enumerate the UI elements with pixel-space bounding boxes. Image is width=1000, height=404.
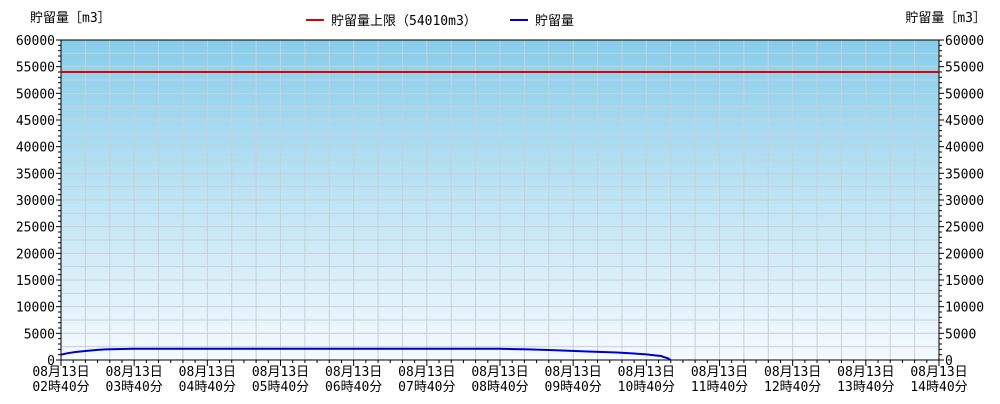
x-tick-label-time: 02時40分 (32, 380, 89, 395)
series-layer (60, 70, 939, 361)
y-tick-label-right: 30000 (945, 194, 984, 209)
y-tick-label-right: 10000 (945, 301, 984, 316)
plot-frame (60, 39, 940, 361)
y-tick-label-left: 25000 (16, 221, 55, 236)
x-tick-label-date: 08月13日 (545, 365, 602, 380)
y-tick-label-right: 35000 (945, 167, 984, 182)
y-axis-label-right: 貯留量［m3］ (905, 11, 986, 26)
y-axis-label-left: 貯留量［m3］ (30, 11, 111, 26)
y-tick-label-left: 0 (47, 354, 55, 369)
y-tick-label-right: 25000 (945, 221, 984, 236)
y-tick-label-left: 40000 (16, 141, 55, 156)
y-tick-label-left: 50000 (16, 87, 55, 102)
y-axis-right-ticks: 0 5000 10000 15000 20000 25000 30000 35000 40000… (945, 34, 984, 369)
x-tick-label-date: 08月13日 (398, 365, 455, 380)
series-storage-line (60, 347, 672, 361)
x-tick-label-time: 07時40分 (398, 380, 455, 395)
legend-label-limit: 貯留量上限（54010m3） (331, 14, 477, 29)
y-tick-label-left: 30000 (16, 194, 55, 209)
y-tick-label-left: 5000 (24, 327, 55, 342)
legend: 貯留量上限（54010m3） 貯留量 (306, 14, 574, 29)
x-tick-label-date: 08月13日 (252, 365, 309, 380)
y-tick-label-left: 45000 (16, 114, 55, 129)
x-tick-label-date: 08月13日 (837, 365, 894, 380)
x-tick-label-date: 08月13日 (32, 365, 89, 380)
y-tick-label-right: 55000 (945, 61, 984, 76)
y-tick-label-right: 5000 (945, 327, 976, 342)
y-tick-label-left: 10000 (16, 301, 55, 316)
x-tick-label-time: 03時40分 (106, 380, 163, 395)
y-tick-label-left: 55000 (16, 61, 55, 76)
x-tick-label-date: 08月13日 (618, 365, 675, 380)
x-tick-label-time: 06時40分 (325, 380, 382, 395)
y-tick-label-right: 40000 (945, 141, 984, 156)
x-tick-label-time: 13時40分 (837, 380, 894, 395)
x-tick-label-time: 09時40分 (545, 380, 602, 395)
y-tick-label-left: 20000 (16, 247, 55, 262)
x-tick-label-time: 14時40分 (910, 380, 967, 395)
x-tick-label-time: 08時40分 (471, 380, 528, 395)
y-tick-label-right: 45000 (945, 114, 984, 129)
x-tick-label-date: 08月13日 (325, 365, 382, 380)
x-tick-label-time: 12時40分 (764, 380, 821, 395)
y-tick-label-right: 20000 (945, 247, 984, 262)
x-tick-label-date: 08月13日 (764, 365, 821, 380)
x-axis-ticks: 08月13日02時40分08月13日03時40分08月13日04時40分08月1… (32, 365, 967, 395)
y-tick-label-right: 60000 (945, 34, 984, 49)
x-tick-label-date: 08月13日 (106, 365, 163, 380)
y-axis-left-ticks: 0 5000 10000 15000 20000 25000 30000 35000 40000… (16, 34, 55, 369)
y-tick-label-right: 50000 (945, 87, 984, 102)
y-tick-label-left: 60000 (16, 34, 55, 49)
legend-label-storage: 貯留量 (535, 14, 574, 29)
x-tick-label-date: 08月13日 (691, 365, 748, 380)
x-tick-label-date: 08月13日 (910, 365, 967, 380)
y-tick-label-right: 15000 (945, 274, 984, 289)
y-tick-label-left: 15000 (16, 274, 55, 289)
x-tick-label-time: 05時40分 (252, 380, 309, 395)
x-tick-label-date: 08月13日 (179, 365, 236, 380)
x-tick-label-time: 10時40分 (618, 380, 675, 395)
x-tick-label-time: 04時40分 (179, 380, 236, 395)
grid-lines (60, 39, 940, 361)
y-tick-label-left: 35000 (16, 167, 55, 182)
x-tick-label-time: 11時40分 (691, 380, 748, 395)
x-tick-label-date: 08月13日 (471, 365, 528, 380)
y-tick-label-right: 0 (945, 354, 953, 369)
